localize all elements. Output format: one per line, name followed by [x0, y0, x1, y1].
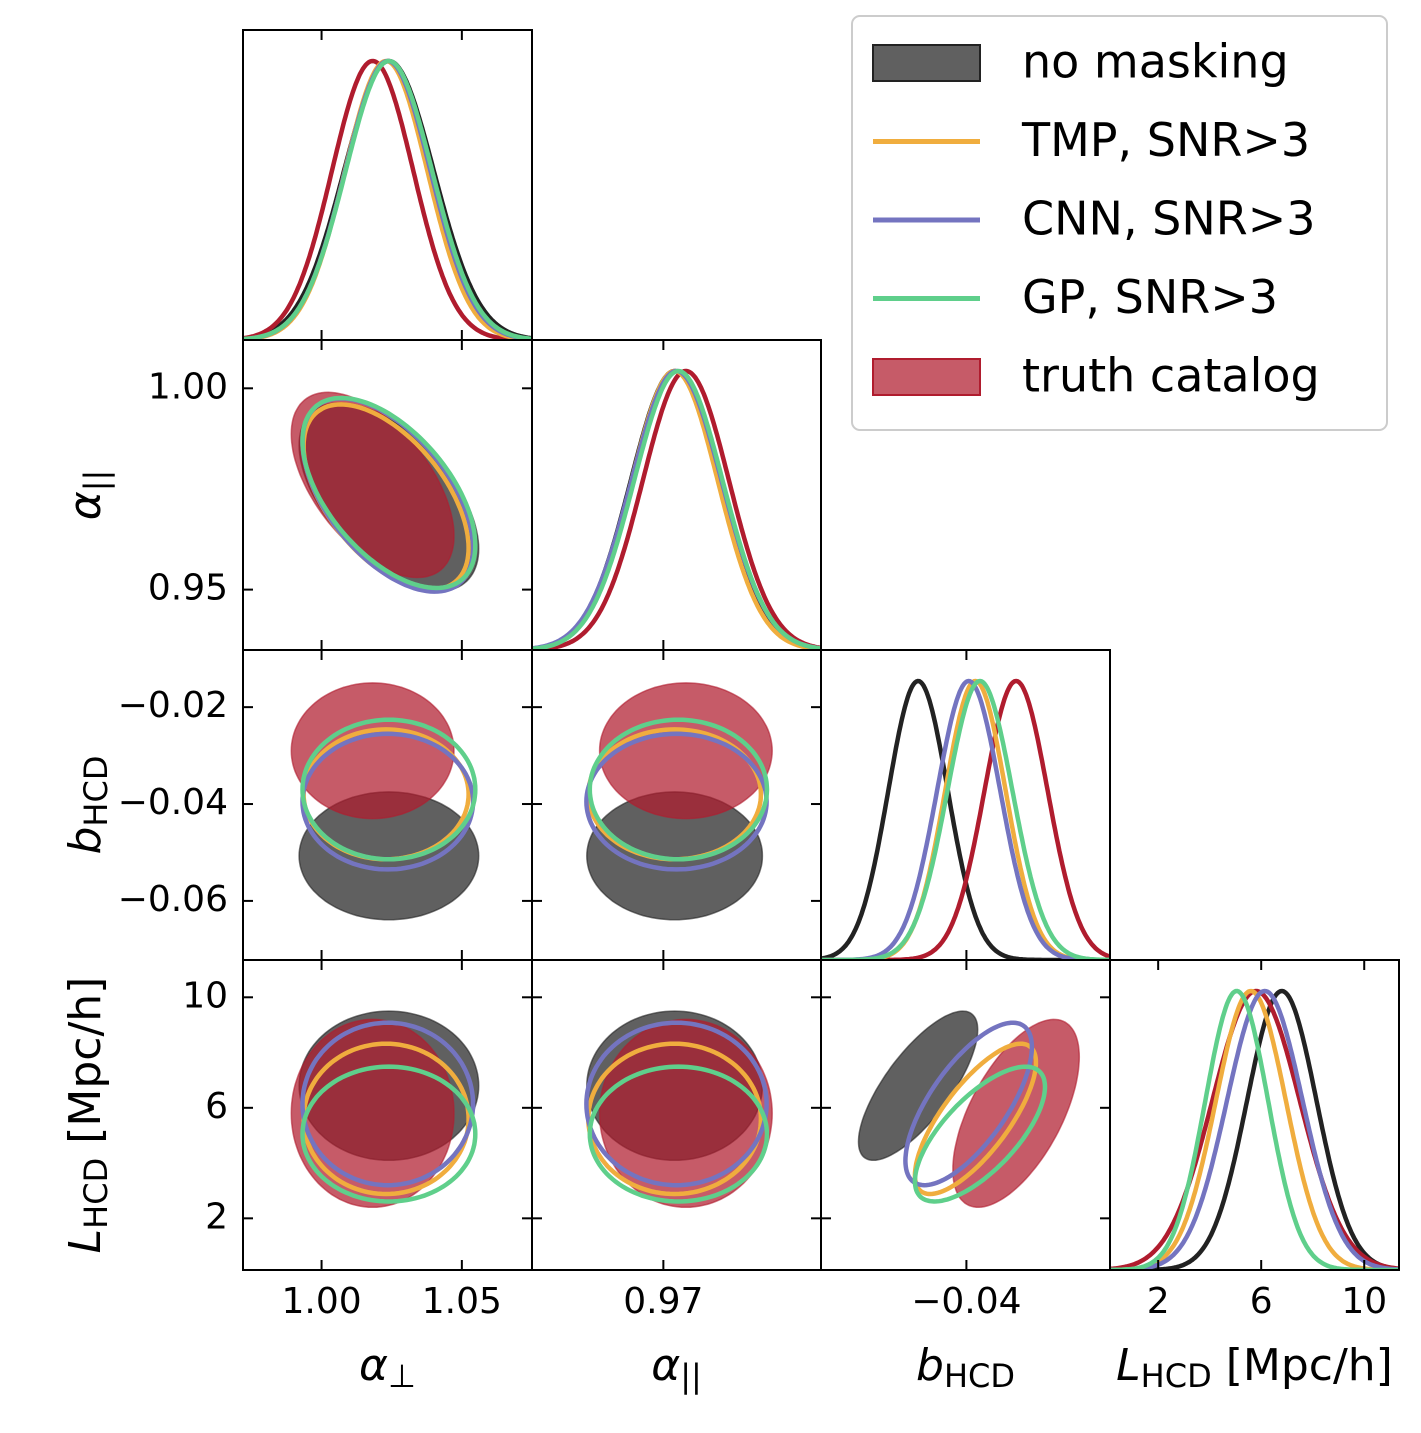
panel	[243, 58, 532, 340]
marginal-curve	[821, 678, 1110, 960]
axis-subscript: HCD	[77, 1158, 115, 1229]
marginal-curve	[532, 368, 821, 650]
axis-symbol: α	[359, 1340, 388, 1391]
panel	[584, 682, 773, 921]
panel	[1110, 988, 1399, 1270]
y-tick-label: 0.95	[148, 568, 228, 609]
panel	[290, 682, 480, 921]
marginal-curve	[243, 58, 532, 340]
marginal-curve	[243, 58, 532, 340]
marginal-curve	[1110, 988, 1399, 1270]
axis-label: α||	[60, 470, 115, 521]
x-tick-label: 1.00	[281, 1281, 361, 1322]
axis-unit: [Mpc/h]	[1212, 1340, 1393, 1391]
contour	[903, 1020, 1035, 1188]
marginal-curve	[243, 58, 532, 340]
contour	[290, 1018, 455, 1209]
contour	[300, 1064, 478, 1204]
x-tick-label: 2	[1147, 1281, 1170, 1322]
panel	[584, 1010, 773, 1209]
panel	[821, 678, 1110, 960]
axis-symbol: b	[60, 827, 111, 855]
contour	[300, 1020, 476, 1188]
axis-label: bHCD	[60, 756, 115, 855]
legend-swatch	[872, 44, 981, 82]
contour	[584, 1020, 769, 1188]
y-tick-label: −0.04	[118, 782, 228, 823]
axis-subscript: HCD	[1141, 1357, 1212, 1395]
axis-subscript: ⊥	[388, 1357, 416, 1395]
axis-label: α⊥	[359, 1340, 416, 1395]
marginal-curve	[532, 368, 821, 650]
axis-subscript: ||	[77, 470, 115, 492]
contour	[587, 1064, 770, 1204]
legend-label: GP, SNR>3	[1022, 270, 1278, 324]
marginal-curve	[243, 58, 532, 340]
marginal-curve	[821, 678, 1110, 960]
marginal-curve	[821, 678, 1110, 960]
legend-swatch	[872, 358, 981, 396]
x-tick-label: 6	[1250, 1281, 1273, 1322]
panel	[290, 391, 480, 594]
contour	[300, 395, 478, 591]
axis-label: LHCD [Mpc/h]	[1116, 1340, 1393, 1395]
axis-unit: [Mpc/h]	[60, 977, 111, 1158]
contour	[584, 731, 769, 872]
x-tick-label: 1.05	[422, 1281, 502, 1322]
axis-symbol: L	[60, 1229, 111, 1254]
marginal-curve	[532, 368, 821, 650]
legend-label: truth catalog	[1022, 349, 1320, 403]
legend-frame	[851, 15, 1388, 431]
x-tick-label: 0.97	[623, 1281, 703, 1322]
x-tick-label: 10	[1341, 1281, 1387, 1322]
legend-label: CNN, SNR>3	[1022, 192, 1316, 246]
axis-label: LHCD [Mpc/h]	[60, 977, 115, 1254]
axis-symbol: L	[1116, 1340, 1141, 1391]
axis-symbol: α	[60, 491, 111, 520]
contour	[598, 682, 773, 820]
axis-symbol: α	[651, 1340, 680, 1391]
contour	[598, 1018, 773, 1209]
axis-subscript: ||	[680, 1357, 702, 1395]
axis-symbol: b	[916, 1340, 944, 1391]
contour	[300, 717, 478, 862]
legend-label: no masking	[1022, 35, 1289, 89]
marginal-curve	[821, 678, 1110, 960]
legend-label: TMP, SNR>3	[1021, 113, 1310, 167]
axis-subscript: HCD	[77, 756, 115, 827]
panel	[290, 1010, 480, 1209]
marginal-curve	[532, 368, 821, 650]
contour	[290, 682, 455, 820]
axis-label: α||	[651, 1340, 702, 1395]
contour	[587, 717, 770, 862]
y-tick-label: −0.06	[118, 879, 228, 920]
marginal-curve	[243, 58, 532, 340]
contour	[298, 791, 480, 921]
x-tick-label: −0.04	[911, 1281, 1021, 1322]
panel	[857, 1010, 1081, 1209]
y-tick-label: −0.02	[118, 685, 228, 726]
panel-frame	[1109, 959, 1400, 1271]
panel	[532, 368, 821, 650]
marginal-curve	[821, 678, 1110, 960]
y-tick-label: 2	[205, 1196, 228, 1237]
y-tick-label: 1.00	[148, 366, 228, 407]
axis-subscript: HCD	[944, 1357, 1015, 1395]
contour	[912, 1064, 1048, 1204]
axis-label: bHCD	[916, 1340, 1015, 1395]
contour	[290, 391, 455, 579]
y-tick-label: 10	[182, 975, 228, 1016]
marginal-curve	[532, 368, 821, 650]
panel-frame	[531, 339, 822, 651]
y-tick-label: 6	[205, 1086, 228, 1127]
